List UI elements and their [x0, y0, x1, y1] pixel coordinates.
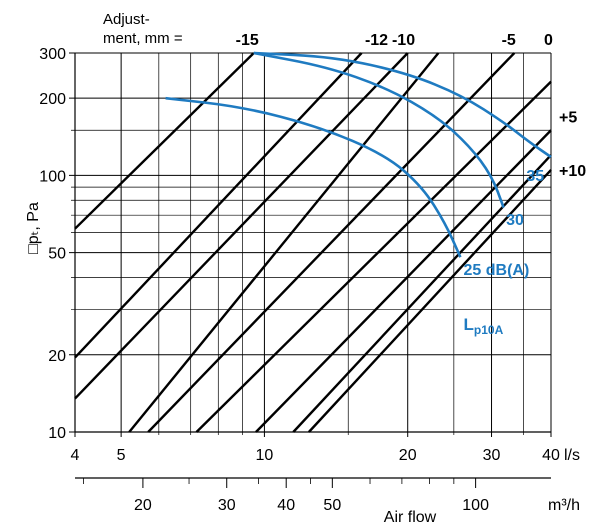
- x-tick-label-ls: 4: [71, 447, 80, 464]
- adjustment-line: [74, 52, 409, 400]
- sound-level-label: 35: [526, 168, 544, 185]
- adjustment-value-label: -5: [502, 32, 516, 49]
- adjustment-value-label: +5: [559, 109, 577, 126]
- adjustment-line: [292, 154, 552, 433]
- x-tick-label-ls: 20: [399, 447, 417, 464]
- y-tick-label: 100: [39, 168, 66, 185]
- y-tick-label: 300: [39, 46, 66, 63]
- x-unit-ls: l/s: [564, 447, 580, 464]
- adjustment-line: [308, 169, 552, 433]
- x-tick-label-ls: 40: [542, 447, 560, 464]
- y-tick-label: 10: [48, 425, 66, 442]
- sound-level-label: 30: [506, 212, 524, 229]
- x-tick-label-m3h: 50: [323, 497, 341, 514]
- y-axis-title: □pₜ, Pa: [25, 202, 42, 254]
- x-tick-label-m3h: 40: [277, 497, 295, 514]
- x-unit-m3h: m³/h: [548, 497, 580, 514]
- y-tick-label: 200: [39, 91, 66, 108]
- adjustment-lines: [74, 52, 552, 433]
- y-tick-label: 50: [48, 246, 66, 263]
- sound-level-curves: [165, 51, 552, 258]
- adjustment-value-label: -15: [236, 32, 259, 49]
- sound-curve: [253, 51, 552, 159]
- adjustment-value-label: 0: [544, 32, 553, 49]
- adjustment-line: [128, 52, 440, 433]
- y-tick-label: 20: [48, 348, 66, 365]
- adjustment-line: [195, 80, 552, 433]
- x-tick-label-ls: 5: [117, 447, 126, 464]
- sound-curve: [165, 96, 462, 258]
- sound-curve: [253, 51, 505, 208]
- adjustment-header-line1: Adjust-: [103, 11, 150, 28]
- adjustment-header-line2: ment, mm =: [103, 30, 183, 47]
- sound-level-label: 25 dB(A): [464, 262, 530, 279]
- adjustment-value-label: -12: [365, 32, 388, 49]
- x-tick-label-ls: 10: [256, 447, 274, 464]
- x-tick-label-m3h: 100: [462, 497, 489, 514]
- x-tick-label-m3h: 30: [218, 497, 236, 514]
- adjustment-value-label: -10: [392, 32, 415, 49]
- adjustment-line: [74, 52, 255, 230]
- series-label-main: L: [464, 315, 474, 334]
- adjustment-line: [147, 52, 516, 433]
- x-tick-label-m3h: 20: [134, 497, 152, 514]
- adjustment-value-label: +10: [559, 163, 586, 180]
- adjustment-line: [255, 129, 552, 433]
- series-label: Lp10A: [464, 315, 504, 337]
- series-label-subscript: p10A: [474, 323, 504, 337]
- x-tick-label-ls: 30: [483, 447, 501, 464]
- adjustment-line: [74, 52, 363, 359]
- x-axis-title: Air flow: [384, 509, 437, 526]
